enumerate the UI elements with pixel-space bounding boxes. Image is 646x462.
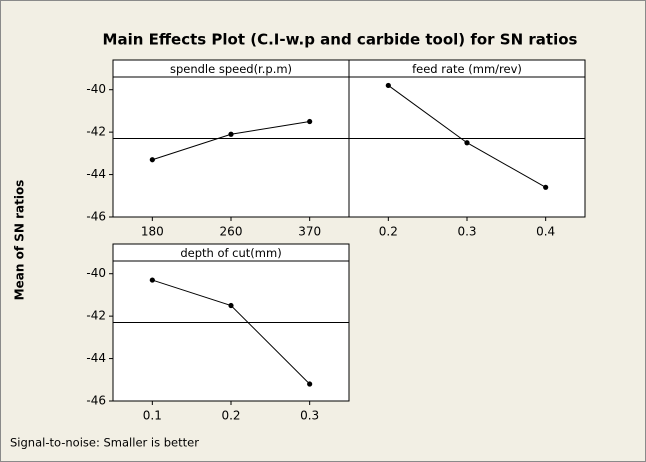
y-tick-label: -44 (86, 351, 106, 365)
x-tick-label: 180 (141, 225, 164, 239)
point (307, 381, 313, 387)
x-tick-label: 0.1 (143, 409, 162, 423)
point (385, 82, 391, 89)
x-tick-label: 0.2 (379, 225, 398, 239)
point (307, 118, 313, 125)
point (149, 157, 155, 163)
footnote: Signal-to-noise: Smaller is better (10, 436, 199, 450)
chart-title: Main Effects Plot (C.I-w.p and carbide t… (103, 31, 578, 49)
panel-title: depth of cut(mm) (180, 246, 281, 260)
point (464, 140, 470, 146)
x-tick-label: 0.2 (221, 409, 240, 423)
y-tick-label: -42 (86, 125, 106, 139)
x-tick-label: 370 (298, 225, 321, 239)
panel-title: spendle speed(r.p.m) (170, 62, 292, 76)
y-tick-label: -46 (86, 210, 106, 224)
x-tick-label: 0.3 (300, 409, 319, 423)
x-tick-label: 260 (220, 225, 243, 239)
x-tick-label: 0.3 (457, 225, 476, 239)
panel-header (112, 243, 350, 262)
panel-title: feed rate (mm/rev) (412, 62, 522, 76)
y-tick-label: -46 (86, 394, 106, 408)
x-tick-label: 0.4 (536, 225, 555, 239)
panel-header (348, 59, 586, 78)
point (228, 302, 234, 309)
point (543, 184, 549, 190)
point (149, 277, 155, 283)
y-tick-label: -40 (86, 266, 106, 280)
y-tick-label: -40 (86, 82, 106, 96)
point (228, 131, 234, 137)
y-tick-label: -42 (86, 309, 106, 323)
y-tick-label: -44 (86, 167, 106, 181)
y-axis-label: Mean of SN ratios (13, 180, 27, 301)
